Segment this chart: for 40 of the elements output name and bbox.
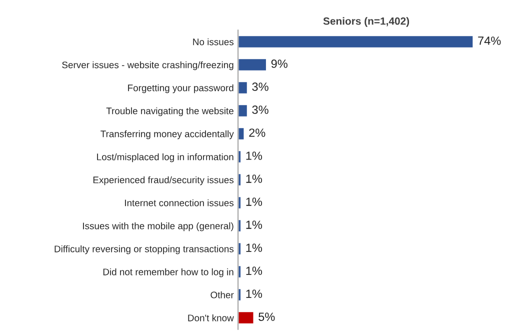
y-tick-label: Lost/misplaced log in information	[97, 153, 234, 162]
bar	[238, 80, 248, 95]
data-label: 3%	[252, 82, 268, 91]
y-tick-label: Trouble navigating the website	[106, 107, 234, 116]
bar	[238, 264, 242, 279]
bar	[238, 34, 474, 49]
data-label: 1%	[246, 152, 262, 160]
bar	[238, 104, 248, 118]
y-tick-label: Issues with the mobile app (general)	[83, 222, 234, 232]
y-tick-label: Internet connection issues	[125, 199, 234, 206]
data-label: 5%	[258, 312, 275, 321]
bar	[238, 310, 255, 325]
bar	[238, 242, 242, 256]
data-label: 1%	[246, 220, 262, 229]
data-label: 2%	[249, 128, 266, 137]
y-tick-label: Experienced fraud/security issues	[93, 176, 234, 186]
y-tick-label: Transferring money accidentally	[100, 130, 234, 140]
data-label: 3%	[252, 106, 268, 114]
data-label: 1%	[246, 290, 262, 298]
data-label: 9%	[271, 60, 288, 68]
y-tick-label: No issues	[193, 38, 234, 46]
data-label: 1%	[246, 244, 262, 252]
data-label: 1%	[246, 174, 262, 183]
y-tick-label: Server issues - website crashing/freezing	[62, 61, 234, 70]
data-label: 74%	[478, 36, 501, 45]
bar	[238, 288, 242, 302]
y-tick-label: Did not remember how to log in	[103, 268, 234, 278]
chart-title: Seniors (n=1,402)	[323, 17, 410, 27]
bar	[238, 218, 242, 233]
bar	[238, 196, 242, 210]
data-label: 1%	[246, 266, 262, 275]
bar	[238, 126, 246, 141]
bar	[238, 58, 268, 72]
data-label: 1%	[246, 198, 262, 206]
bar	[238, 172, 242, 187]
y-tick-label: Forgetting your password	[128, 84, 234, 94]
y-tick-label: Don't know	[188, 314, 234, 322]
y-tick-label: Other	[210, 291, 234, 298]
bar	[238, 150, 242, 164]
y-tick-label: Difficulty reversing or stopping transactions	[54, 245, 234, 254]
